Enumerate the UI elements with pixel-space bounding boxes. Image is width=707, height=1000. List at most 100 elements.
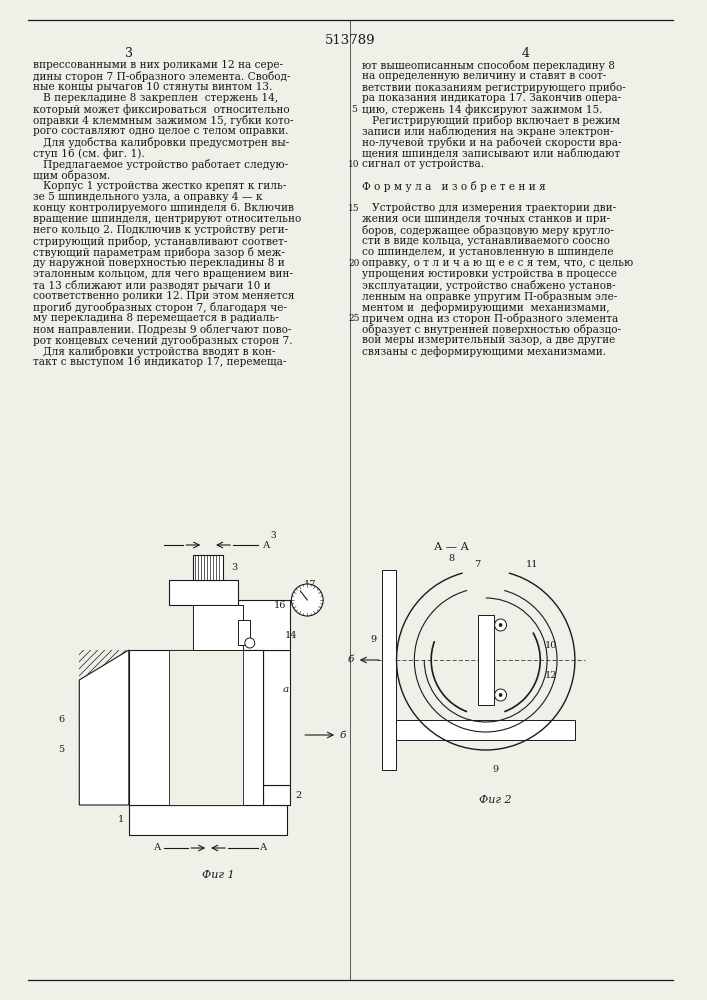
Text: Ф о р м у л а   и з о б р е т е н и я: Ф о р м у л а и з о б р е т е н и я <box>362 181 546 192</box>
Text: стрирующий прибор, устанавливают соответ-: стрирующий прибор, устанавливают соответ… <box>33 236 287 247</box>
Text: связаны с деформирующими механизмами.: связаны с деформирующими механизмами. <box>362 346 606 357</box>
Text: 14: 14 <box>285 631 298 640</box>
Text: прогиб дугообразных сторон 7, благодаря че-: прогиб дугообразных сторон 7, благодаря … <box>33 302 286 313</box>
Text: 8: 8 <box>448 554 454 563</box>
Text: А: А <box>259 844 267 852</box>
Text: 9: 9 <box>370 636 377 645</box>
Text: Для калибровки устройства вводят в кон-: Для калибровки устройства вводят в кон- <box>33 346 275 357</box>
Text: 6: 6 <box>58 716 64 724</box>
Bar <box>193 555 223 580</box>
Text: эталонным кольцом, для чего вращением вин-: эталонным кольцом, для чего вращением ви… <box>33 269 293 279</box>
Text: на определенную величину и ставят в соот-: на определенную величину и ставят в соот… <box>362 71 606 81</box>
Text: цию, стержень 14 фиксируют зажимом 15.: цию, стержень 14 фиксируют зажимом 15. <box>362 104 602 115</box>
Text: 1: 1 <box>117 816 124 824</box>
Text: Фиг 1: Фиг 1 <box>201 870 235 880</box>
Text: та 13 сближают или разводят рычаги 10 и: та 13 сближают или разводят рычаги 10 и <box>33 280 271 291</box>
Text: 20: 20 <box>348 259 360 268</box>
Text: 17: 17 <box>304 580 317 589</box>
Text: сти в виде кольца, устанавливаемого соосно: сти в виде кольца, устанавливаемого соос… <box>362 236 609 246</box>
Text: 5: 5 <box>58 746 64 754</box>
Text: 7: 7 <box>474 560 480 569</box>
Text: 5: 5 <box>351 105 357 114</box>
Text: 3: 3 <box>271 530 276 540</box>
Text: боров, содержащее образцовую меру кругло-: боров, содержащее образцовую меру кругло… <box>362 225 614 236</box>
Text: концу контролируемого шпинделя 6. Включив: концу контролируемого шпинделя 6. Включи… <box>33 203 293 213</box>
Text: А — А: А — А <box>433 542 469 552</box>
Text: ленным на оправке упругим П-образным эле-: ленным на оправке упругим П-образным эле… <box>362 291 617 302</box>
Text: упрощения юстировки устройства в процессе: упрощения юстировки устройства в процесс… <box>362 269 617 279</box>
Text: рого составляют одно целое с телом оправки.: рого составляют одно целое с телом оправ… <box>33 126 288 136</box>
Text: оправку, о т л и ч а ю щ е е с я тем, что, с целью: оправку, о т л и ч а ю щ е е с я тем, чт… <box>362 258 633 268</box>
Text: такт с выступом 16 индикатор 17, перемеща-: такт с выступом 16 индикатор 17, перемещ… <box>33 357 286 367</box>
Text: Корпус 1 устройства жестко крепят к гиль-: Корпус 1 устройства жестко крепят к гиль… <box>33 181 286 191</box>
Text: который может фиксироваться  относительно: который может фиксироваться относительно <box>33 104 289 115</box>
Text: 513789: 513789 <box>325 34 375 47</box>
Text: ные концы рычагов 10 стянуты винтом 13.: ные концы рычагов 10 стянуты винтом 13. <box>33 82 272 92</box>
Text: вращение шпинделя, центрируют относительно: вращение шпинделя, центрируют относитель… <box>33 214 301 224</box>
Text: рот концевых сечений дугообразных сторон 7.: рот концевых сечений дугообразных сторон… <box>33 335 292 346</box>
Circle shape <box>495 619 506 631</box>
Bar <box>478 615 493 705</box>
Text: но-лучевой трубки и на рабочей скорости вра-: но-лучевой трубки и на рабочей скорости … <box>362 137 621 148</box>
Text: Фиг 2: Фиг 2 <box>479 795 512 805</box>
Text: 15: 15 <box>348 204 360 213</box>
Text: 12: 12 <box>545 670 558 680</box>
Bar <box>129 650 263 805</box>
Text: записи или наблюдения на экране электрон-: записи или наблюдения на экране электрон… <box>362 126 613 137</box>
Bar <box>397 720 575 740</box>
Bar <box>238 620 250 645</box>
Text: зе 5 шпиндельного узла, а оправку 4 — к: зе 5 шпиндельного узла, а оправку 4 — к <box>33 192 262 202</box>
Text: Предлагаемое устройство работает следую-: Предлагаемое устройство работает следую- <box>33 159 288 170</box>
Text: б: б <box>348 656 354 664</box>
Circle shape <box>499 624 502 626</box>
Text: 16: 16 <box>274 600 286 609</box>
Text: Регистрирующий прибор включает в режим: Регистрирующий прибор включает в режим <box>362 115 620 126</box>
Bar <box>168 650 243 805</box>
Text: жения оси шпинделя точных станков и при-: жения оси шпинделя точных станков и при- <box>362 214 610 224</box>
Circle shape <box>499 694 502 696</box>
Text: 4: 4 <box>521 47 530 60</box>
Text: Для удобства калибровки предусмотрен вы-: Для удобства калибровки предусмотрен вы- <box>33 137 289 148</box>
Polygon shape <box>79 650 129 805</box>
Text: эксплуатации, устройство снабжено установ-: эксплуатации, устройство снабжено устано… <box>362 280 615 291</box>
Text: 25: 25 <box>348 314 360 323</box>
Text: ра показания индикатора 17. Закончив опера-: ра показания индикатора 17. Закончив опе… <box>362 93 621 103</box>
Circle shape <box>245 638 255 648</box>
Text: ствующий параметрам прибора зазор б меж-: ствующий параметрам прибора зазор б меж- <box>33 247 285 258</box>
Bar <box>382 570 397 770</box>
Text: впрессованными в них роликами 12 на сере-: впрессованными в них роликами 12 на сере… <box>33 60 283 70</box>
Text: 10: 10 <box>348 160 360 169</box>
Text: оправки 4 клеммным зажимом 15, губки кото-: оправки 4 клеммным зажимом 15, губки кот… <box>33 115 293 126</box>
Text: вой меры измерительный зазор, а две другие: вой меры измерительный зазор, а две друг… <box>362 335 615 345</box>
Text: 3: 3 <box>125 47 133 60</box>
Text: б: б <box>340 730 346 740</box>
Bar <box>193 605 243 650</box>
Text: му перекладина 8 перемещается в радиаль-: му перекладина 8 перемещается в радиаль- <box>33 313 279 323</box>
Text: Устройство для измерения траектории дви-: Устройство для измерения траектории дви- <box>362 203 616 213</box>
Text: 3: 3 <box>231 563 238 572</box>
Text: А: А <box>263 540 270 550</box>
Text: А: А <box>154 844 162 852</box>
Text: щим образом.: щим образом. <box>33 170 110 181</box>
Text: сигнал от устройства.: сигнал от устройства. <box>362 159 484 169</box>
Text: 9: 9 <box>493 765 498 774</box>
Text: 2: 2 <box>296 790 302 800</box>
Text: него кольцо 2. Подключив к устройству реги-: него кольцо 2. Подключив к устройству ре… <box>33 225 288 235</box>
Text: щения шпинделя записывают или наблюдают: щения шпинделя записывают или наблюдают <box>362 148 620 159</box>
Bar <box>129 805 288 835</box>
Text: ветствии показаниям регистрирующего прибо-: ветствии показаниям регистрирующего приб… <box>362 82 626 93</box>
Bar <box>263 650 291 785</box>
Text: В перекладине 8 закреплен  стержень 14,: В перекладине 8 закреплен стержень 14, <box>33 93 278 103</box>
Text: ду наружной поверхностью перекладины 8 и: ду наружной поверхностью перекладины 8 и <box>33 258 284 268</box>
Text: ментом и  деформирующими  механизмами,: ментом и деформирующими механизмами, <box>362 302 609 313</box>
Bar <box>263 785 291 805</box>
Text: а: а <box>283 686 288 694</box>
Text: ют вышеописанным способом перекладину 8: ют вышеописанным способом перекладину 8 <box>362 60 615 71</box>
Text: ступ 16 (см. фиг. 1).: ступ 16 (см. фиг. 1). <box>33 148 144 159</box>
Text: 11: 11 <box>525 560 538 569</box>
Text: образует с внутренней поверхностью образцо-: образует с внутренней поверхностью образ… <box>362 324 621 335</box>
Circle shape <box>495 689 506 701</box>
Text: соответственно ролики 12. При этом меняется: соответственно ролики 12. При этом меняе… <box>33 291 294 301</box>
Text: со шпинделем, и установленную в шпинделе: со шпинделем, и установленную в шпинделе <box>362 247 613 257</box>
Circle shape <box>291 584 323 616</box>
